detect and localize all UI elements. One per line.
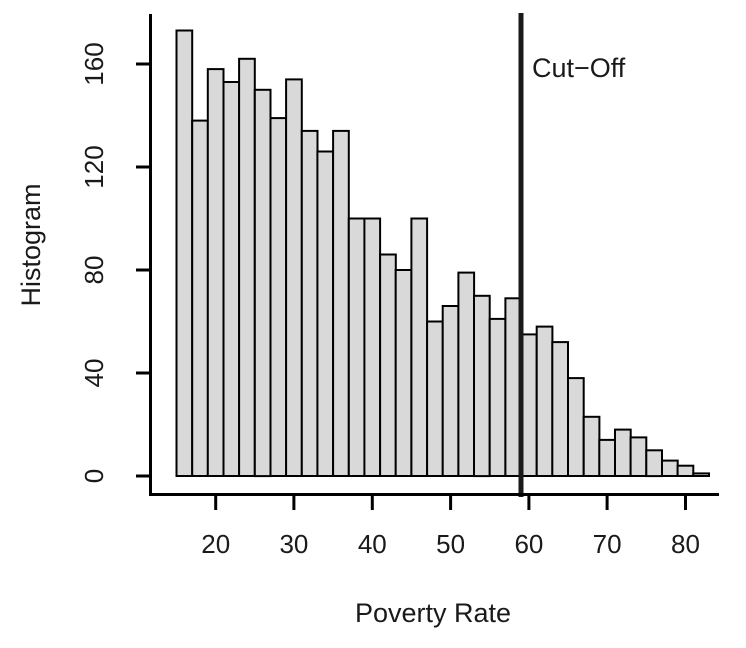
histogram-bar — [567, 377, 585, 478]
y-axis-title: Histogram — [16, 183, 46, 306]
histogram-bar — [629, 436, 648, 477]
x-tick-label: 80 — [671, 529, 700, 559]
histogram-bar — [222, 81, 241, 477]
histogram-bar — [379, 253, 397, 477]
histogram-bar — [535, 325, 554, 477]
histogram-bar — [363, 217, 382, 477]
y-tick-label: 120 — [79, 145, 109, 188]
histogram-bar — [426, 320, 444, 477]
histogram-bar — [175, 29, 194, 477]
histogram-bar — [598, 438, 616, 477]
histogram-bar — [614, 428, 632, 478]
histogram-bar — [238, 57, 256, 478]
y-tick-label: 160 — [79, 42, 109, 85]
histogram-bar — [316, 150, 335, 477]
x-tick-label: 40 — [358, 529, 387, 559]
x-tick-label: 70 — [593, 529, 622, 559]
y-tick-label: 80 — [79, 256, 109, 285]
histogram-bar — [488, 317, 507, 477]
histogram-bar — [676, 464, 695, 478]
histogram-bar — [269, 117, 288, 477]
histogram-bar — [410, 217, 429, 477]
histogram-bar — [473, 294, 491, 478]
histogram-bar — [551, 341, 569, 477]
histogram-bar — [582, 415, 601, 477]
x-tick-label: 60 — [514, 529, 543, 559]
y-axis-ticks: 0 40 80 120 160 — [79, 42, 149, 483]
x-tick-label: 30 — [279, 529, 308, 559]
y-tick-label: 0 — [79, 469, 109, 483]
cutoff-label: Cut−Off — [532, 53, 626, 83]
histogram-bar — [300, 129, 319, 477]
histogram-bar — [441, 305, 460, 477]
histogram-bar — [191, 119, 209, 477]
y-tick-label: 40 — [79, 359, 109, 388]
histogram-bar — [645, 449, 663, 478]
x-axis-title: Poverty Rate — [355, 598, 511, 628]
x-axis-ticks: 20 30 40 50 60 70 80 — [201, 496, 700, 559]
histogram-bar — [253, 88, 272, 478]
histogram-bar — [332, 129, 350, 477]
histogram-bar — [206, 68, 225, 477]
x-tick-label: 20 — [201, 529, 230, 559]
histogram-bar — [394, 269, 413, 477]
bars-group — [175, 29, 710, 478]
histogram-bar — [692, 472, 710, 477]
histogram-bar — [285, 78, 303, 478]
histogram-bar — [347, 217, 366, 477]
histogram-bar — [661, 459, 679, 478]
x-tick-label: 50 — [436, 529, 465, 559]
histogram-bar — [457, 271, 476, 477]
